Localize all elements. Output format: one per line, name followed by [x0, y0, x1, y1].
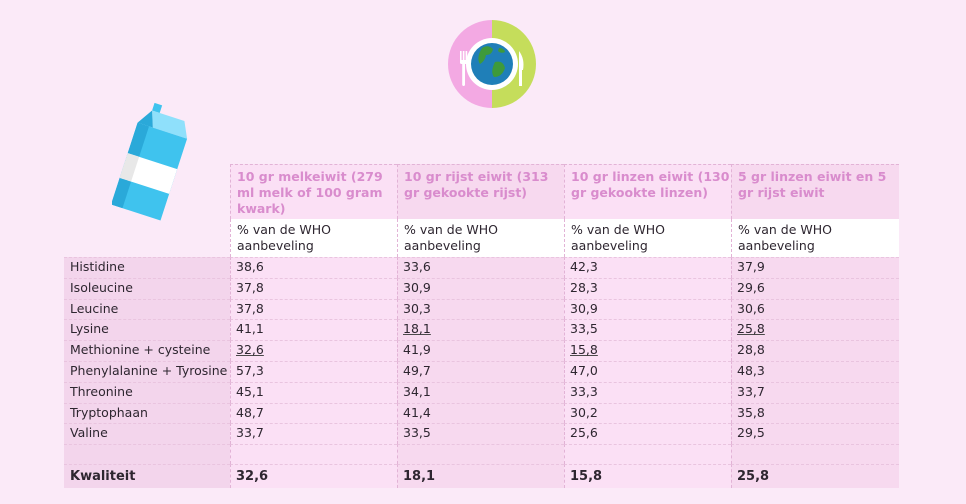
limiting-value: 15,8	[570, 342, 598, 358]
quality-value-mix: 25,8	[731, 464, 899, 489]
table-cell: 30,9	[397, 277, 564, 299]
table-cell: 57,3	[230, 360, 397, 382]
column-header-milk: 10 gr melkeiwit (279 ml melk of 100 gram…	[230, 164, 397, 219]
table-cell: 41,9	[397, 340, 564, 361]
table-cell: 48,7	[230, 402, 397, 424]
row-label-isoleucine: Isoleucine	[64, 277, 230, 299]
subheader-mix: % van de WHO aanbeveling	[731, 219, 899, 257]
table-cell: 42,3	[564, 257, 731, 278]
row-label-leucine: Leucine	[64, 298, 230, 320]
row-label-tryptophaan: Tryptophaan	[64, 402, 230, 424]
row-label-histidine: Histidine	[64, 257, 230, 278]
subheader-milk: % van de WHO aanbeveling	[230, 219, 397, 257]
table-cell: 45,1	[230, 381, 397, 403]
table-cell: 29,6	[731, 277, 899, 299]
subheader-rice: % van de WHO aanbeveling	[397, 219, 564, 257]
table-cell: 28,3	[564, 277, 731, 299]
table-cell: 30,3	[397, 298, 564, 320]
spacer-cell	[64, 444, 230, 465]
limiting-value: 18,1	[403, 321, 431, 337]
limiting-value: 25,8	[737, 321, 765, 337]
row-label-lysine: Lysine	[64, 319, 230, 341]
quality-value-rice: 18,1	[397, 464, 564, 489]
table-cell: 18,1	[397, 319, 564, 341]
column-header-rice: 10 gr rijst eiwit (313 gr gekookte rijst…	[397, 164, 564, 219]
table-cell: 25,8	[731, 319, 899, 341]
quality-value-milk: 32,6	[230, 464, 397, 489]
column-header-lentils: 10 gr linzen eiwit (130 gr gekookte linz…	[564, 164, 731, 219]
milk-carton-icon	[112, 102, 188, 221]
table-cell: 28,8	[731, 340, 899, 361]
spacer-cell	[397, 444, 564, 465]
table-cell: 38,6	[230, 257, 397, 278]
table-cell: 33,5	[564, 319, 731, 341]
table-cell: 33,3	[564, 381, 731, 403]
quality-value-lentils: 15,8	[564, 464, 731, 489]
table-cell: 37,8	[230, 277, 397, 299]
table-cell: 41,4	[397, 402, 564, 424]
table-cell: 30,9	[564, 298, 731, 320]
spacer-cell	[230, 444, 397, 465]
table-cell: 33,5	[397, 423, 564, 445]
table-cell: 37,9	[731, 257, 899, 278]
table-cell: 30,6	[731, 298, 899, 320]
table-cell: 32,6	[230, 340, 397, 361]
row-label-methionine-cysteine: Methionine + cysteine	[64, 340, 230, 361]
table-cell: 41,1	[230, 319, 397, 341]
row-label-valine: Valine	[64, 423, 230, 445]
table-corner	[64, 164, 230, 219]
table-cell: 33,7	[230, 423, 397, 445]
table-cell: 33,7	[731, 381, 899, 403]
table-cell: 15,8	[564, 340, 731, 361]
table-cell: 35,8	[731, 402, 899, 424]
limiting-value: 32,6	[236, 342, 264, 358]
row-label-threonine: Threonine	[64, 381, 230, 403]
table-cell: 29,5	[731, 423, 899, 445]
subheader-lentils: % van de WHO aanbeveling	[564, 219, 731, 257]
globe-plate-icon	[448, 20, 536, 108]
table-cell: 48,3	[731, 360, 899, 382]
spacer-cell	[731, 444, 899, 465]
column-header-mix: 5 gr linzen eiwit en 5 gr rijst eiwit	[731, 164, 899, 219]
row-label-phenylalanine-tyrosine: Phenylalanine + Tyrosine	[64, 360, 230, 382]
spacer-cell	[564, 444, 731, 465]
table-cell: 33,6	[397, 257, 564, 278]
row-label-kwaliteit: Kwaliteit	[64, 464, 230, 489]
table-cell: 49,7	[397, 360, 564, 382]
subheader-corner	[64, 219, 230, 257]
table-cell: 47,0	[564, 360, 731, 382]
amino-acid-table: 10 gr melkeiwit (279 ml melk of 100 gram…	[64, 164, 899, 489]
table-cell: 25,6	[564, 423, 731, 445]
table-cell: 30,2	[564, 402, 731, 424]
table-cell: 34,1	[397, 381, 564, 403]
table-cell: 37,8	[230, 298, 397, 320]
